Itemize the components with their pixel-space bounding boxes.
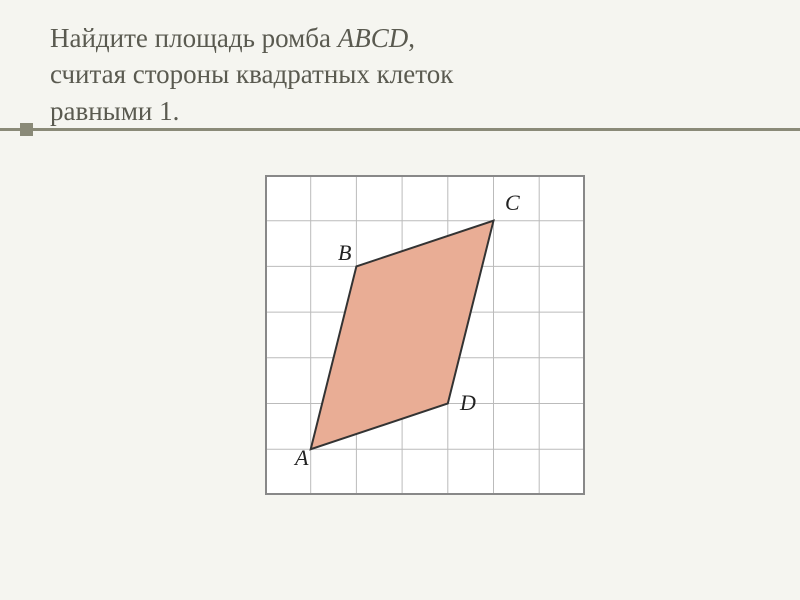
problem-title: Найдите площадь ромба ABCD, считая сторо… <box>0 0 800 149</box>
title-italic: ABCD <box>338 23 409 53</box>
label-a: A <box>293 445 309 470</box>
figure: A B C D <box>265 175 585 495</box>
grid-svg: A B C D <box>265 175 585 495</box>
label-b: B <box>338 240 351 265</box>
title-line1-suffix: , <box>408 23 415 53</box>
title-line3: равными 1. <box>50 96 179 126</box>
title-line2: считая стороны квадратных клеток <box>50 59 453 89</box>
label-d: D <box>459 390 476 415</box>
horizontal-rule <box>0 128 800 131</box>
title-line1-prefix: Найдите площадь ромба <box>50 23 338 53</box>
bullet-marker <box>20 123 33 136</box>
label-c: C <box>505 190 520 215</box>
